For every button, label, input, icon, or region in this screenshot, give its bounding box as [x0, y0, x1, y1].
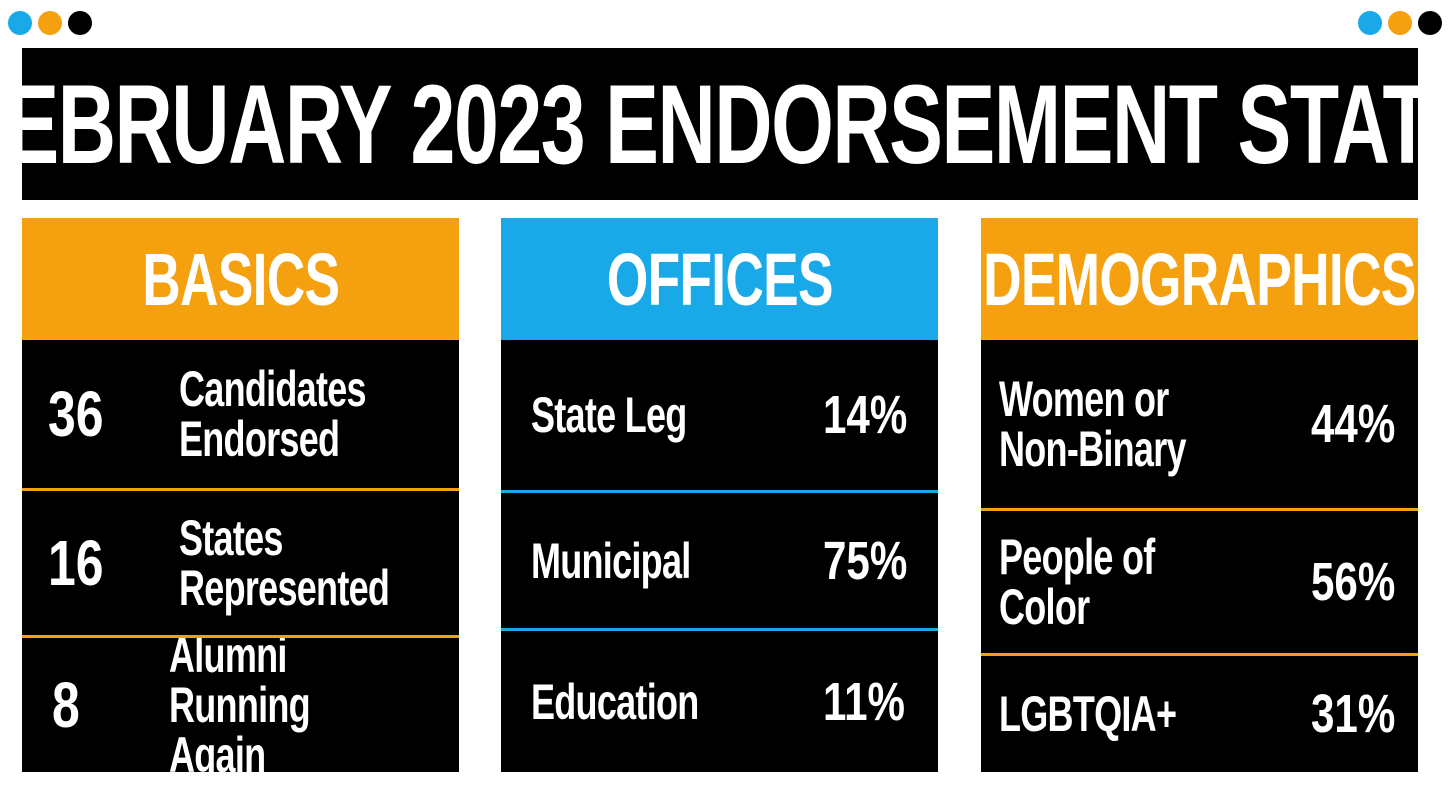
title: FEBRUARY 2023 ENDORSEMENT STATS: [22, 61, 1418, 187]
stat-row: LGBTQIA+ 31%: [981, 653, 1418, 772]
stat-label: People of Color: [999, 529, 1155, 635]
stat-label: LGBTQIA+: [999, 686, 1177, 742]
panel-header: BASICS: [22, 218, 459, 340]
stat-row: 16 States Represented: [22, 488, 459, 635]
stat-label: State Leg: [531, 387, 687, 443]
stat-row: State Leg 14%: [501, 340, 938, 490]
panel: DEMOGRAPHICS Women or Non-Binary 44% People…: [981, 218, 1418, 772]
stat-row: Education 11%: [501, 628, 938, 772]
decor-dot: [68, 11, 92, 35]
stat-label: Municipal: [531, 532, 691, 589]
panel: OFFICES State Leg 14% Municipal 75% Education…: [501, 218, 938, 772]
stat-label: Candidates Endorsed: [179, 361, 367, 467]
decor-dot: [1418, 11, 1442, 35]
panel-title: OFFICES: [606, 237, 834, 321]
stat-label: Women or Non-Binary: [999, 371, 1187, 477]
stat-row: People of Color 56%: [981, 508, 1418, 653]
stat-label: Education: [531, 673, 699, 730]
panel-header: OFFICES: [501, 218, 938, 340]
stat-value: 14%: [823, 385, 908, 445]
stat-value: 8: [52, 669, 80, 741]
stat-value: 56%: [1311, 552, 1396, 612]
decor-dot: [8, 11, 32, 35]
stat-row: Municipal 75%: [501, 490, 938, 628]
stat-row: Women or Non-Binary 44%: [981, 340, 1418, 508]
stat-label: States Represented: [179, 510, 390, 616]
panel-title: BASICS: [141, 237, 340, 321]
decor-dot: [38, 11, 62, 35]
stat-value: 31%: [1311, 684, 1396, 744]
stat-value: 11%: [823, 671, 905, 732]
stat-row: 36 Candidates Endorsed: [22, 340, 459, 488]
decor-dot: [1358, 11, 1382, 35]
stat-label: Alumni Running Again: [169, 635, 311, 772]
stat-value: 75%: [823, 530, 908, 591]
stat-value: 36: [48, 378, 104, 450]
panel-title: DEMOGRAPHICS: [983, 237, 1416, 321]
stat-row: 8 Alumni Running Again: [22, 635, 459, 772]
panel-header: DEMOGRAPHICS: [981, 218, 1418, 340]
stat-value: 44%: [1311, 394, 1396, 454]
title-bar: FEBRUARY 2023 ENDORSEMENT STATS: [22, 48, 1418, 200]
panel: BASICS 36 Candidates Endorsed 16 States Repr…: [22, 218, 459, 772]
decor-dot: [1388, 11, 1412, 35]
stat-value: 16: [48, 527, 104, 599]
